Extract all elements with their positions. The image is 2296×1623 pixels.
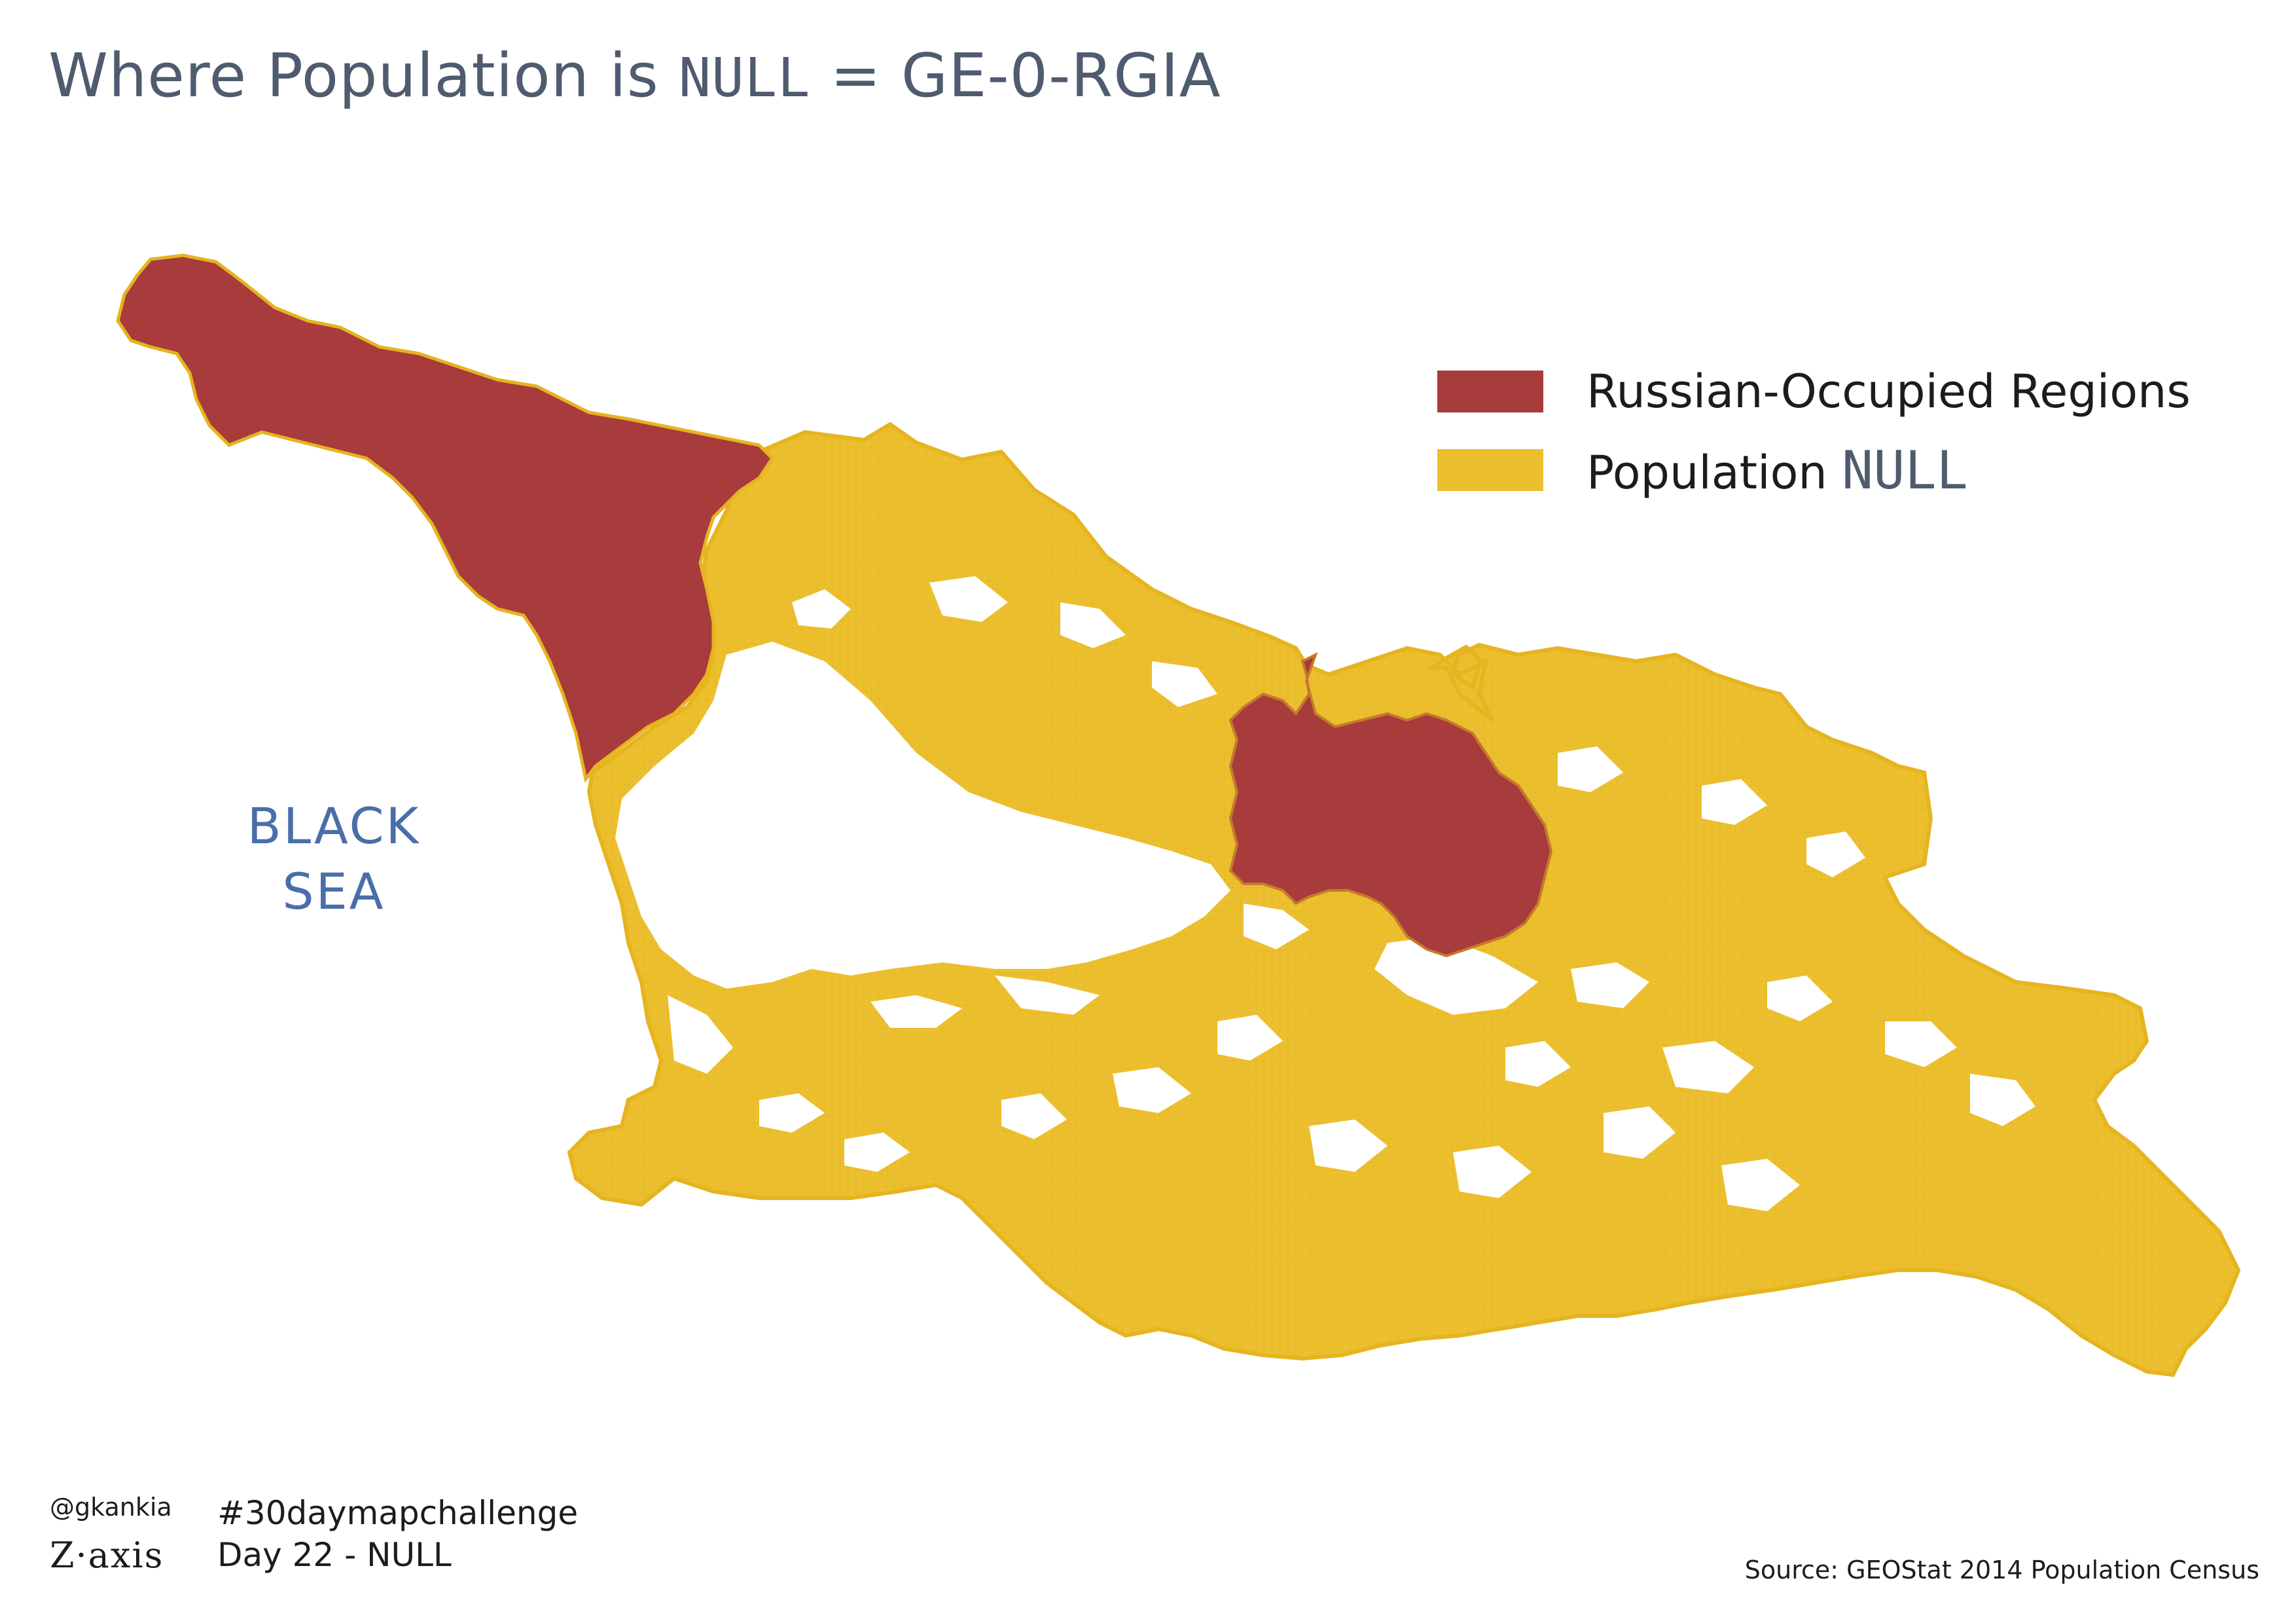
source-note: Source: GEOStat 2014 Population Census (1744, 1556, 2259, 1584)
legend: Russian-Occupied Regions Population NULL (1437, 352, 2191, 509)
occupied-region-abkhazia (116, 253, 775, 783)
legend-item-null-population: Population NULL (1437, 431, 2191, 509)
sea-label-line1: BLACK (247, 797, 421, 855)
legend-label-population: Population (1587, 445, 1842, 500)
challenge-day: Day 22 - NULL (217, 1536, 452, 1574)
title-null-word: NULL (678, 47, 811, 109)
occupied-region-south-ossetia (1229, 652, 1553, 958)
legend-swatch-occupied (1437, 371, 1543, 412)
legend-swatch-null-population (1437, 449, 1543, 491)
legend-item-occupied: Russian-Occupied Regions (1437, 352, 2191, 431)
sea-label-line2: SEA (282, 862, 386, 921)
title-suffix: = GE-0-RGIA (810, 41, 1221, 111)
author-handle: @gkankia (50, 1493, 172, 1522)
challenge-hashtag: #30daymapchallenge (217, 1494, 579, 1532)
map-title: Where Population is NULL = GE-0-RGIA (48, 41, 1221, 111)
title-prefix: Where Population is (48, 41, 679, 111)
legend-label-null-word: NULL (1842, 439, 1968, 501)
legend-label-occupied: Russian-Occupied Regions (1587, 365, 2191, 418)
legend-label-null-population: Population NULL (1587, 440, 1968, 501)
populated-areas (615, 576, 2036, 1211)
black-sea-label: BLACK SEA (223, 793, 445, 924)
zaxis-logo: Z·axis (50, 1535, 164, 1576)
